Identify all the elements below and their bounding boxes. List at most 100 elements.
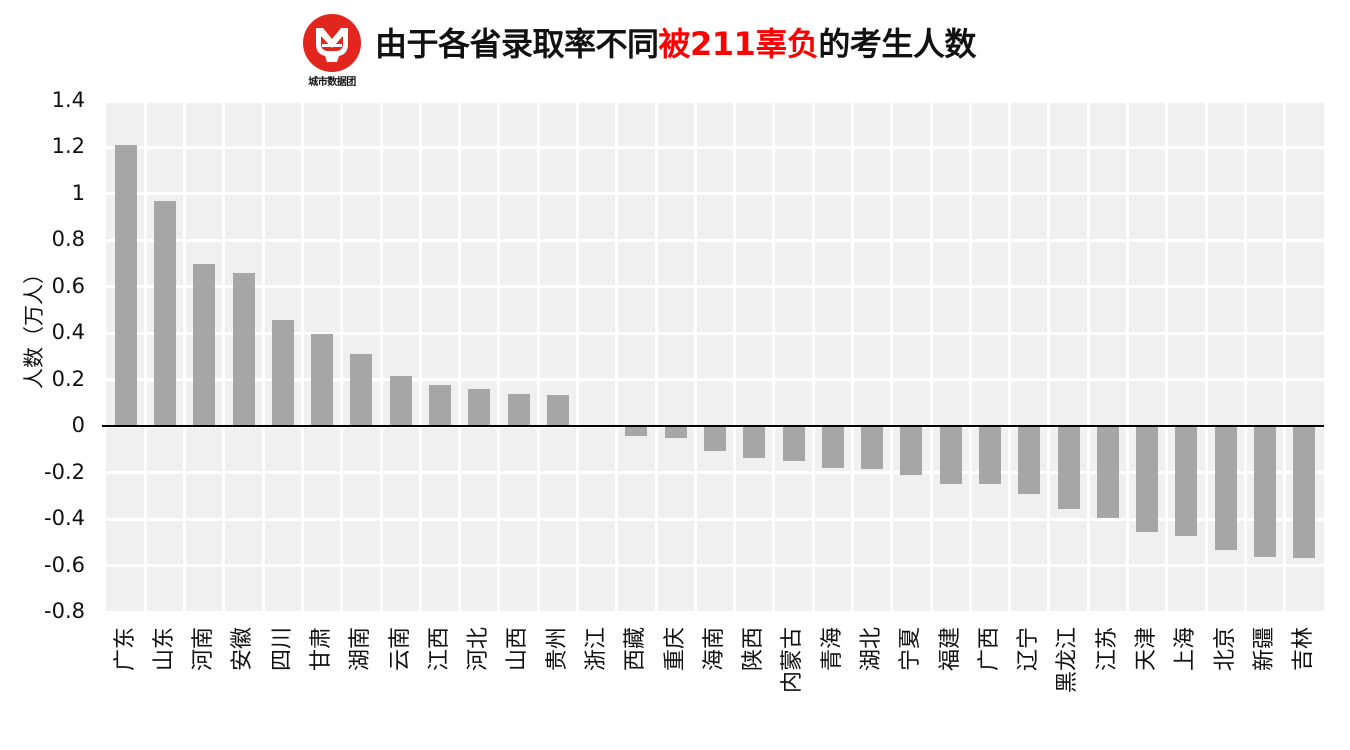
v-gridline [261, 101, 265, 612]
bar-北京 [1214, 426, 1237, 550]
y-tick-label: 1 [71, 180, 85, 205]
x-tick-label: 吉林 [1291, 627, 1317, 672]
x-tick-label: 福建 [937, 627, 963, 672]
x-tick-label: 湖南 [348, 627, 374, 672]
v-gridline [183, 101, 187, 612]
x-tick-label-wrapper: 北京 [1206, 627, 1245, 727]
title-part-2: 的考生人数 [818, 25, 976, 63]
v-gridline [1243, 101, 1247, 612]
v-gridline [340, 101, 344, 612]
x-tick-label-wrapper: 天津 [1128, 627, 1167, 727]
chart-header: 城市数据团 由于各省录取率不同被211辜负的考生人数 [0, 0, 1350, 92]
x-tick-label: 海南 [701, 627, 727, 672]
v-gridline [1047, 101, 1051, 612]
x-tick-label-wrapper: 云南 [381, 627, 420, 727]
v-gridline [1126, 101, 1130, 612]
v-gridline [654, 101, 658, 612]
h-gridline [106, 145, 1324, 149]
h-gridline [106, 99, 1324, 103]
x-tick-label: 广东 [112, 627, 138, 672]
y-tick-label: 1.2 [51, 134, 85, 159]
v-gridline [811, 101, 815, 612]
x-tick-label-wrapper: 西藏 [617, 627, 656, 727]
bar-天津 [1136, 426, 1159, 532]
x-tick-label-wrapper: 浙江 [577, 627, 616, 727]
x-tick-label: 甘肃 [308, 627, 334, 672]
x-tick-label: 河南 [191, 627, 217, 672]
x-tick-label: 重庆 [662, 627, 688, 672]
x-tick-label: 安徽 [230, 627, 256, 672]
x-tick-label-wrapper: 四川 [263, 627, 302, 727]
y-tick-label: -0.6 [44, 552, 85, 577]
v-gridline [615, 101, 619, 612]
bar-河北 [468, 389, 491, 427]
y-tick-label: -0.8 [44, 599, 85, 623]
v-gridline [1008, 101, 1012, 612]
x-tick-label: 西藏 [623, 627, 649, 672]
v-gridline [851, 101, 855, 612]
bar-甘肃 [311, 334, 334, 427]
x-tick-label-wrapper: 海南 [695, 627, 734, 727]
x-tick-label-wrapper: 吉林 [1285, 627, 1324, 727]
x-tick-label-wrapper: 安徽 [224, 627, 263, 727]
x-tick-label-wrapper: 广东 [106, 627, 145, 727]
x-tick-label: 江西 [426, 627, 452, 672]
y-tick-label: -0.4 [44, 506, 85, 531]
bar-湖北 [861, 426, 884, 469]
bar-河南 [193, 263, 216, 427]
x-tick-label-wrapper: 重庆 [656, 627, 695, 727]
x-tick-label: 四川 [269, 627, 295, 672]
x-tick-label: 辽宁 [1016, 627, 1042, 672]
v-gridline [733, 101, 737, 612]
x-tick-label: 湖北 [859, 627, 885, 672]
h-gridline [106, 285, 1324, 289]
x-tick-label: 天津 [1134, 627, 1160, 672]
x-tick-label: 新疆 [1251, 627, 1277, 672]
x-tick-label: 北京 [1212, 627, 1238, 672]
x-tick-label: 山东 [151, 627, 177, 672]
bar-贵州 [546, 395, 569, 427]
bar-江西 [428, 385, 451, 427]
bar-重庆 [664, 426, 687, 438]
h-gridline [106, 378, 1324, 382]
v-gridline [418, 101, 422, 612]
x-tick-label: 广西 [976, 627, 1002, 672]
x-tick-label-wrapper: 陕西 [735, 627, 774, 727]
bar-黑龙江 [1057, 426, 1080, 509]
bar-山西 [507, 394, 530, 427]
v-gridline [1283, 101, 1287, 612]
x-tick-label-wrapper: 河南 [185, 627, 224, 727]
bar-海南 [704, 426, 726, 451]
bar-安徽 [232, 272, 255, 427]
v-gridline [536, 101, 540, 612]
v-gridline [890, 101, 894, 612]
bar-江苏 [1096, 426, 1119, 518]
bar-山东 [153, 200, 176, 427]
h-gridline [106, 238, 1324, 242]
x-tick-label: 内蒙古 [780, 627, 806, 694]
v-gridline [458, 101, 462, 612]
v-gridline [1165, 101, 1169, 612]
x-tick-label-wrapper: 贵州 [538, 627, 577, 727]
logo-caption: 城市数据团 [308, 77, 356, 88]
y-tick-label: 0.4 [51, 320, 85, 345]
bar-内蒙古 [782, 426, 805, 461]
x-tick-label-wrapper: 湖北 [853, 627, 892, 727]
x-tick-label-wrapper: 广西 [970, 627, 1009, 727]
x-tick-label-wrapper: 宁夏 [892, 627, 931, 727]
v-gridline [1204, 101, 1208, 612]
v-gridline [143, 101, 147, 612]
x-tick-label-wrapper: 湖南 [342, 627, 381, 727]
x-tick-label-wrapper: 新疆 [1245, 627, 1284, 727]
v-gridline [693, 101, 697, 612]
v-gridline [222, 101, 226, 612]
v-gridline [575, 101, 579, 612]
x-tick-label-wrapper: 江苏 [1088, 627, 1127, 727]
h-gridline [106, 564, 1324, 568]
y-tick-label: 0.8 [51, 227, 85, 252]
bar-广东 [114, 145, 137, 427]
x-tick-label: 江苏 [1094, 627, 1120, 672]
x-tick-label: 宁夏 [898, 627, 924, 672]
title-highlight: 被211辜负 [658, 25, 819, 63]
zero-axis-line [102, 425, 1324, 428]
